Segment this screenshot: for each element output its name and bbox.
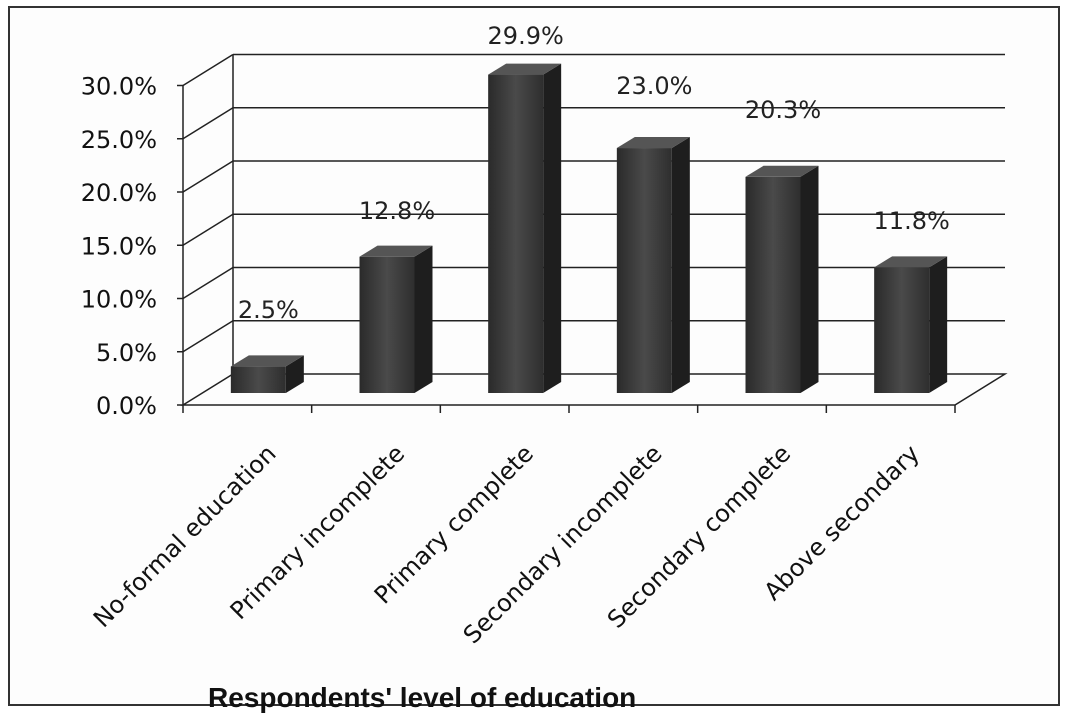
bar-front xyxy=(230,366,286,393)
bar-side xyxy=(414,245,433,393)
gridline-diagonal xyxy=(182,53,234,87)
data-label: 12.8% xyxy=(359,197,435,225)
y-tick-label: 10.0% xyxy=(81,286,157,314)
bar xyxy=(359,245,433,393)
data-label: 23.0% xyxy=(616,72,692,100)
bars xyxy=(230,63,948,393)
bar-side xyxy=(671,137,690,393)
gridline-diagonal xyxy=(182,160,234,193)
bar-front xyxy=(874,267,930,393)
y-tick-labels: 0.0% 5.0% 10.0% 15.0% 20.0% 25.0% 30.0% xyxy=(81,73,157,421)
bar xyxy=(616,137,690,393)
data-label: 2.5% xyxy=(238,296,299,324)
bar xyxy=(745,165,819,393)
bar xyxy=(488,63,562,393)
y-tick-label: 5.0% xyxy=(96,339,157,367)
bar xyxy=(874,256,948,393)
y-tick-label: 30.0% xyxy=(81,73,157,101)
bar-top xyxy=(359,245,433,257)
bar-front xyxy=(488,74,544,393)
y-tick-label: 0.0% xyxy=(96,392,157,420)
gridline-diagonal xyxy=(182,320,234,353)
bar-front xyxy=(359,256,415,393)
bar-top xyxy=(488,63,562,75)
bar-front xyxy=(745,176,801,393)
gridline-diagonal xyxy=(182,107,234,140)
axes xyxy=(177,54,1008,413)
x-axis-title: Respondents' level of education xyxy=(208,682,636,713)
bar-side xyxy=(800,165,819,393)
bar-side xyxy=(543,63,562,393)
bar xyxy=(230,355,304,393)
data-labels: 2.5% 12.8% 29.9% 23.0% 20.3% 11.8% xyxy=(238,22,950,324)
bar-side xyxy=(929,256,948,393)
gridline-diagonal xyxy=(182,266,234,300)
bar-side xyxy=(285,355,304,393)
y-tick-label: 15.0% xyxy=(81,232,157,260)
data-label: 11.8% xyxy=(874,207,950,235)
data-label: 20.3% xyxy=(745,96,821,124)
y-tick-label: 25.0% xyxy=(81,126,157,154)
bar-top xyxy=(874,256,948,268)
bar-top xyxy=(745,165,819,177)
bar-front xyxy=(616,148,672,393)
bar-top xyxy=(230,355,304,367)
data-label: 29.9% xyxy=(488,22,564,50)
gridline-diagonal xyxy=(182,213,234,246)
y-tick-label: 20.0% xyxy=(81,179,157,207)
bar-top xyxy=(616,137,690,149)
